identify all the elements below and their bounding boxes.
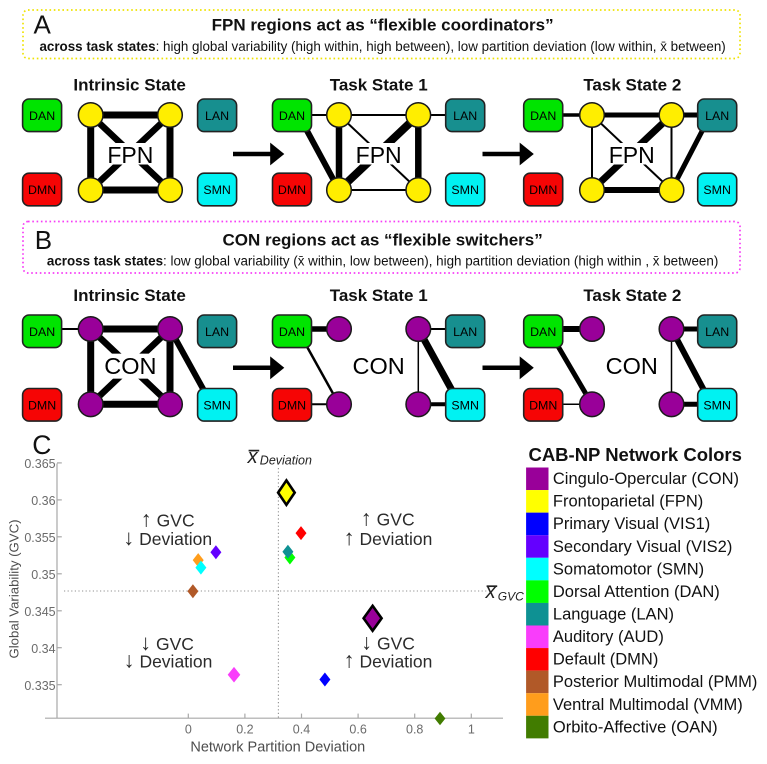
svg-text:DAN: DAN [530,109,556,123]
svg-text:DAN: DAN [279,325,305,339]
svg-text:CON: CON [104,353,156,379]
svg-text:Ventral Multimodal (VMM): Ventral Multimodal (VMM) [553,696,743,714]
svg-text:Task State 1: Task State 1 [330,286,428,305]
svg-text:↑ GVC: ↑ GVC [141,507,195,532]
svg-text:Frontoparietal (FPN): Frontoparietal (FPN) [553,493,703,511]
svg-text:↑ Deviation: ↑ Deviation [344,648,433,673]
svg-text:LAN: LAN [205,109,229,123]
svg-text:x: x [247,446,259,468]
svg-text:↓ GVC: ↓ GVC [140,630,194,655]
svg-text:Cingulo-Opercular (CON): Cingulo-Opercular (CON) [553,470,739,488]
svg-text:Somatomotor (SMN): Somatomotor (SMN) [553,560,704,578]
svg-text:B: B [35,225,52,255]
svg-text:0.8: 0.8 [406,723,423,737]
svg-text:LAN: LAN [705,109,729,123]
svg-text:DAN: DAN [279,109,305,123]
svg-text:SMN: SMN [451,399,479,413]
svg-text:DMN: DMN [28,183,56,197]
svg-text:C: C [32,430,51,460]
svg-text:Global Variability (GVC): Global Variability (GVC) [7,520,22,659]
svg-text:0: 0 [185,723,192,737]
svg-text:LAN: LAN [453,325,477,339]
svg-text:x: x [485,581,497,603]
svg-text:Dorsal Attention (DAN): Dorsal Attention (DAN) [553,583,720,601]
svg-text:across task states: high globa: across task states: high global variabil… [39,39,725,54]
svg-text:Task State 2: Task State 2 [583,286,681,305]
svg-text:SMN: SMN [451,183,479,197]
svg-text:A: A [34,10,52,40]
svg-text:0.4: 0.4 [293,723,310,737]
svg-text:↓ Deviation: ↓ Deviation [123,525,212,550]
svg-text:0.2: 0.2 [236,723,253,737]
svg-text:SMN: SMN [703,183,731,197]
svg-text:FPN: FPN [609,142,655,168]
svg-text:DMN: DMN [278,183,306,197]
svg-text:DMN: DMN [529,183,557,197]
svg-text:Orbito-Affective (OAN): Orbito-Affective (OAN) [553,718,718,736]
svg-text:Auditory (AUD): Auditory (AUD) [553,628,664,646]
svg-text:across task states: low global: across task states: low global variabili… [47,254,718,269]
svg-text:Deviation: Deviation [260,453,312,467]
svg-text:0.355: 0.355 [24,531,55,545]
svg-text:Secondary Visual (VIS2): Secondary Visual (VIS2) [553,538,732,556]
svg-text:DMN: DMN [278,399,306,413]
svg-text:CON: CON [606,353,658,379]
svg-text:DAN: DAN [530,325,556,339]
svg-text:0.365: 0.365 [24,457,55,471]
svg-text:LAN: LAN [205,325,229,339]
svg-text:↓ Deviation: ↓ Deviation [124,648,213,673]
svg-text:FPN regions act as “flexible c: FPN regions act as “flexible coordinator… [212,16,554,35]
svg-text:↓ GVC: ↓ GVC [361,630,415,655]
svg-text:CON: CON [353,353,405,379]
svg-text:DAN: DAN [29,325,55,339]
svg-text:FPN: FPN [356,142,402,168]
svg-text:Language (LAN): Language (LAN) [553,606,674,624]
svg-text:DAN: DAN [29,109,55,123]
svg-text:Intrinsic State: Intrinsic State [73,76,185,95]
svg-text:CON regions act as “flexible s: CON regions act as “flexible switchers” [222,231,542,250]
svg-text:0.36: 0.36 [31,494,55,508]
svg-text:CAB-NP Network Colors: CAB-NP Network Colors [528,444,741,465]
svg-text:GVC: GVC [498,590,524,604]
svg-text:SMN: SMN [203,183,231,197]
svg-text:DMN: DMN [529,399,557,413]
svg-text:Intrinsic State: Intrinsic State [73,286,185,305]
svg-text:Network Partition Deviation: Network Partition Deviation [190,739,365,755]
svg-text:↑ Deviation: ↑ Deviation [344,525,433,550]
svg-text:Posterior Multimodal (PMM): Posterior Multimodal (PMM) [553,673,757,691]
svg-text:LAN: LAN [453,109,477,123]
svg-text:Primary Visual (VIS1): Primary Visual (VIS1) [553,515,710,533]
svg-text:0.35: 0.35 [31,568,55,582]
svg-text:0.34: 0.34 [31,642,55,656]
svg-text:1: 1 [468,723,475,737]
svg-text:0.335: 0.335 [24,679,55,693]
svg-text:Default (DMN): Default (DMN) [553,651,658,669]
svg-text:SMN: SMN [203,399,231,413]
svg-text:Task State 2: Task State 2 [583,76,681,95]
svg-text:0.345: 0.345 [24,605,55,619]
svg-text:0.6: 0.6 [349,723,366,737]
svg-text:Task State 1: Task State 1 [330,76,428,95]
svg-text:SMN: SMN [703,399,731,413]
svg-text:DMN: DMN [28,399,56,413]
svg-text:FPN: FPN [107,142,153,168]
svg-text:LAN: LAN [705,325,729,339]
svg-text:↑ GVC: ↑ GVC [361,506,415,531]
